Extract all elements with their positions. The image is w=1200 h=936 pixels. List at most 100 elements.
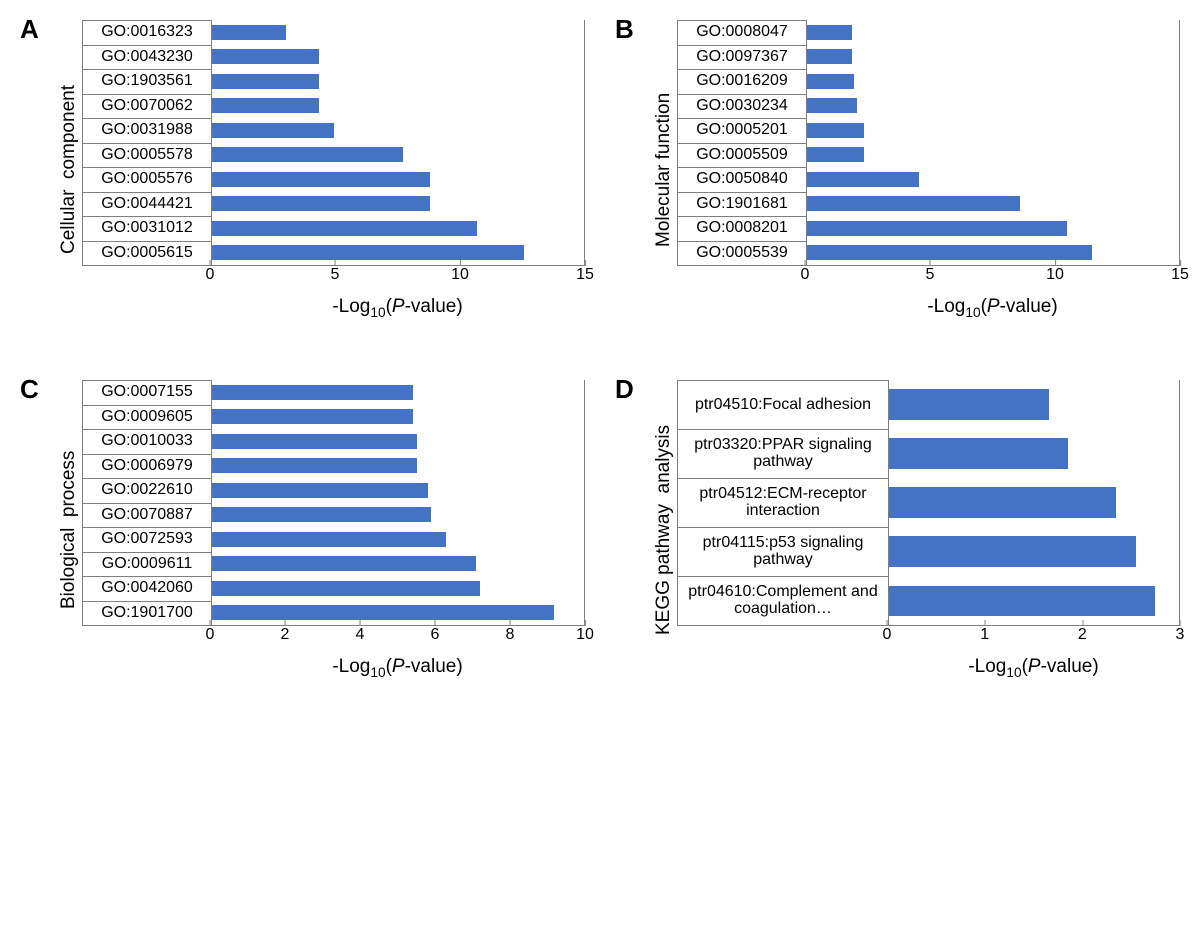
y-axis-label: Cellular component [52,20,82,320]
y-axis-label: Molecular function [647,20,677,320]
category-label: GO:0005578 [83,143,211,168]
category-label: GO:0042060 [83,576,211,601]
bar-row [212,429,584,454]
bar [807,74,854,89]
bar [212,25,286,40]
bar-row [212,576,584,601]
x-tick: 4 [356,626,365,644]
category-label: GO:0005576 [83,167,211,192]
bars [212,20,584,265]
category-column: GO:0016323GO:0043230GO:1903561GO:0070062… [82,20,212,266]
bar [889,536,1136,566]
bar-row [212,69,584,94]
bar-row [212,94,584,119]
category-label: ptr04510:Focal adhesion [678,381,888,429]
bar-row [212,118,584,143]
bar-row [807,69,1179,94]
category-label: GO:0016323 [83,21,211,45]
bar-row [212,167,584,192]
bar [212,147,403,162]
category-column: GO:0008047GO:0097367GO:0016209GO:0030234… [677,20,807,266]
bar-row [889,576,1179,625]
bar [212,196,430,211]
bar [212,98,319,113]
panel-D: DKEGG pathway analysisptr04510:Focal adh… [615,380,1180,680]
x-axis-label: -Log10(P-value) [210,296,585,320]
bar-row [212,20,584,45]
chart: GO:0016323GO:0043230GO:1903561GO:0070062… [82,20,585,266]
x-tick: 2 [281,626,290,644]
x-tick: 5 [331,266,340,284]
bar [212,556,476,571]
category-label: GO:1901681 [678,192,806,217]
x-tick: 10 [1046,266,1064,284]
category-label: GO:0010033 [83,429,211,454]
x-tick: 1 [980,626,989,644]
chart: ptr04510:Focal adhesionptr03320:PPAR sig… [677,380,1180,626]
category-label: GO:0008201 [678,216,806,241]
x-ticks: 0123 [887,626,1180,652]
bar-row [212,503,584,528]
bar [807,172,919,187]
category-label: GO:0030234 [678,94,806,119]
bar-row [889,380,1179,429]
bar [889,487,1116,517]
x-axis: 051015-Log10(P-value) [677,266,1180,320]
category-label: GO:0050840 [678,167,806,192]
category-label: GO:0016209 [678,69,806,94]
x-tick: 6 [431,626,440,644]
chart-wrap: GO:0016323GO:0043230GO:1903561GO:0070062… [82,20,585,320]
bar-row [212,527,584,552]
bar-row [212,380,584,405]
category-label: GO:0009605 [83,405,211,430]
bar-row [212,192,584,217]
x-tick: 10 [576,626,594,644]
bar [212,172,430,187]
bar-row [807,241,1179,266]
panel-letter: A [20,14,39,45]
bar-row [212,454,584,479]
x-axis: 051015-Log10(P-value) [82,266,585,320]
chart-wrap: GO:0008047GO:0097367GO:0016209GO:0030234… [677,20,1180,320]
bar [889,389,1049,419]
panel-letter: D [615,374,634,405]
plot-area [889,380,1180,626]
category-label: GO:0006979 [83,454,211,479]
bar [212,409,413,424]
category-column: ptr04510:Focal adhesionptr03320:PPAR sig… [677,380,889,626]
category-label: ptr03320:PPAR signaling pathway [678,429,888,478]
category-label: GO:1901700 [83,601,211,626]
bar [212,221,477,236]
plot-area [807,20,1180,266]
x-axis-label: -Log10(P-value) [210,656,585,680]
x-tick: 0 [206,626,215,644]
x-tick: 8 [506,626,515,644]
bar [212,385,413,400]
category-label: GO:0022610 [83,478,211,503]
bar-row [807,216,1179,241]
x-tick: 5 [926,266,935,284]
panel-body: Molecular functionGO:0008047GO:0097367GO… [647,20,1180,320]
chart: GO:0008047GO:0097367GO:0016209GO:0030234… [677,20,1180,266]
panel-body: Cellular componentGO:0016323GO:0043230GO… [52,20,585,320]
bar-row [807,192,1179,217]
bar [807,25,852,40]
category-label: GO:0005201 [678,118,806,143]
bar-row [807,45,1179,70]
category-label: GO:0072593 [83,527,211,552]
category-label: ptr04512:ECM-receptor interaction [678,478,888,527]
x-tick: 15 [1171,266,1189,284]
category-label: GO:0044421 [83,192,211,217]
bar-row [212,601,584,626]
bar-row [212,143,584,168]
bar [212,434,417,449]
chart-wrap: GO:0007155GO:0009605GO:0010033GO:0006979… [82,380,585,680]
panel-B: BMolecular functionGO:0008047GO:0097367G… [615,20,1180,320]
bar [807,123,864,138]
category-label: GO:0009611 [83,552,211,577]
x-tick: 3 [1176,626,1185,644]
chart: GO:0007155GO:0009605GO:0010033GO:0006979… [82,380,585,626]
category-label: ptr04610:Complement and coagulation… [678,576,888,625]
bar [807,221,1067,236]
bars [807,20,1179,265]
